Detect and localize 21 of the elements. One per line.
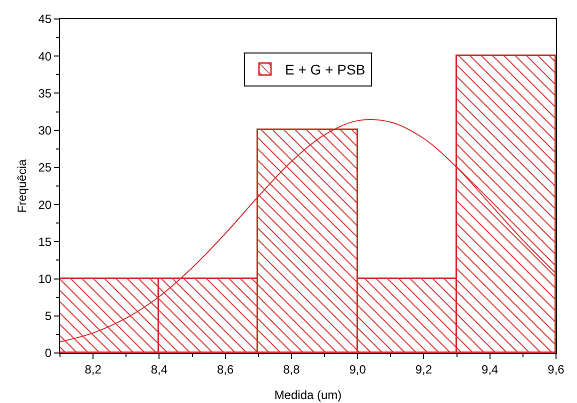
- y-tick-label: 45: [38, 12, 52, 26]
- y-tick-label: 25: [38, 160, 52, 175]
- y-tick-label: 5: [44, 309, 52, 324]
- x-tick-label: 9,4: [482, 362, 499, 376]
- y-tick-label: 30: [38, 124, 52, 138]
- y-tick-label: 10: [38, 272, 52, 286]
- y-axis-title: Frequêcia: [15, 159, 29, 213]
- x-tick-label: 8,4: [150, 362, 168, 376]
- y-tick-label: 35: [38, 86, 52, 100]
- x-tick-label: 9,6: [548, 362, 565, 376]
- x-axis-title: Medida (um): [274, 388, 342, 402]
- legend: E + G + PSB: [244, 52, 372, 86]
- x-tick-label: 9,2: [415, 362, 432, 376]
- y-tick-label: 20: [38, 198, 52, 212]
- x-tick-label: 9,0: [349, 362, 366, 376]
- y-tick-label: 0: [44, 346, 52, 360]
- x-tick-label: 8,2: [84, 362, 102, 376]
- y-tick-label: 15: [38, 234, 52, 249]
- y-tick-label: 40: [38, 49, 52, 64]
- x-tick-label: 8,6: [216, 362, 234, 376]
- x-tick-label: 8,8: [283, 362, 300, 376]
